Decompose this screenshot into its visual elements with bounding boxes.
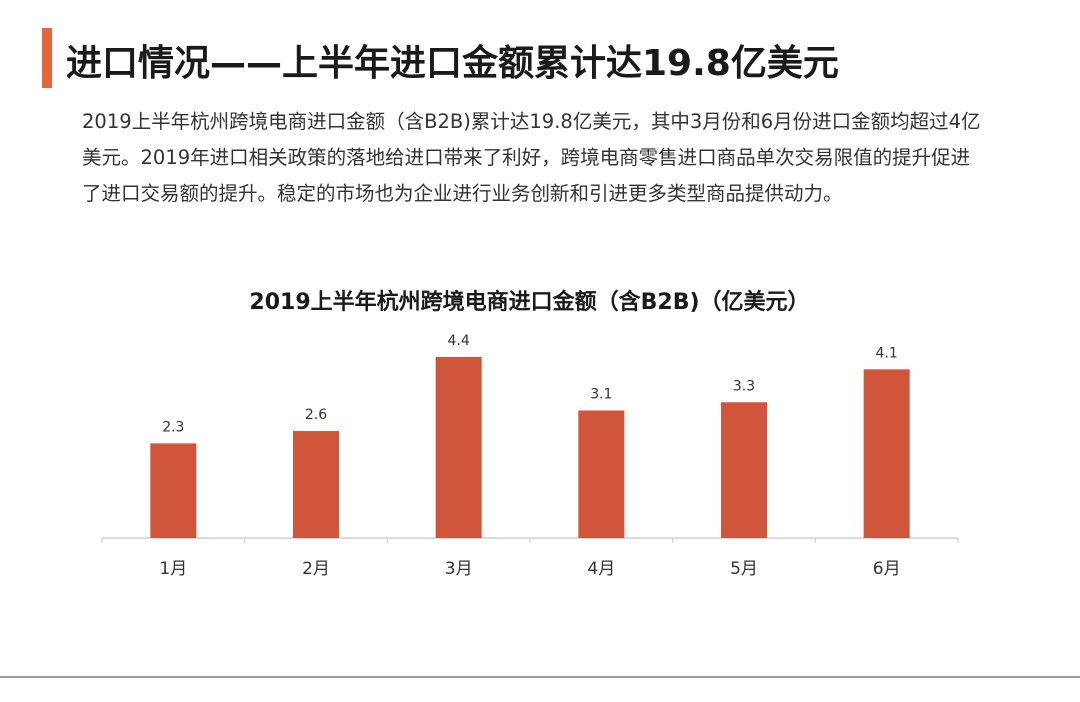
page-title: 进口情况——上半年进口金额累计达19.8亿美元 (66, 43, 839, 84)
x-tick-label-5: 5月 (730, 559, 758, 579)
bar-2 (293, 431, 339, 538)
bar-1 (150, 443, 197, 538)
x-tick-label-6: 6月 (873, 559, 901, 579)
bottom-divider (0, 676, 1080, 678)
summary-paragraph: 2019上半年杭州跨境电商进口金额（含B2B)累计达19.8亿美元，其中3月份和… (82, 110, 981, 205)
title-accent-bar (42, 28, 52, 88)
chart-title: 2019上半年杭州跨境电商进口金额（含B2B)（亿美元） (249, 290, 810, 315)
data-label-4: 3.1 (590, 386, 612, 402)
x-tick-label-1: 1月 (159, 559, 187, 579)
data-label-6: 4.1 (876, 345, 898, 361)
data-label-5: 3.3 (733, 378, 755, 394)
data-label-1: 2.3 (162, 419, 184, 435)
bar-chart: 2.3 1月 2.6 2月 4.4 3月 3.1 4月 3.3 5月 4.1 6月 (101, 333, 959, 579)
bar-6 (863, 369, 910, 538)
data-label-2: 2.6 (305, 407, 327, 423)
data-label-3: 4.4 (448, 333, 470, 349)
bar-3 (435, 357, 482, 538)
x-tick-label-4: 4月 (587, 559, 615, 579)
x-tick-label-2: 2月 (302, 559, 330, 579)
bar-4 (578, 410, 625, 538)
x-tick-label-3: 3月 (445, 559, 473, 579)
bar-5 (721, 402, 767, 538)
